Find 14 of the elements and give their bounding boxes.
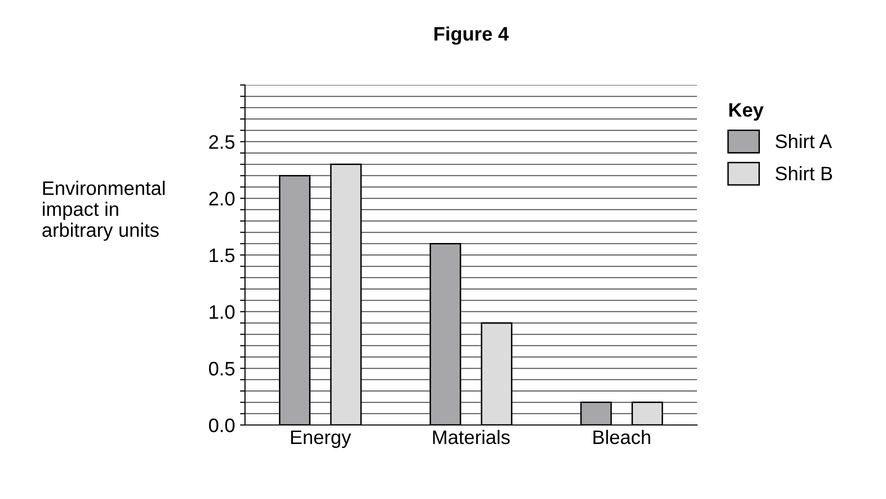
x-tick-label: Materials — [433, 430, 510, 444]
legend-title: Key — [729, 103, 764, 121]
y-axis-title: Environmental impact in arbitrary units — [42, 180, 165, 241]
y-tick-label: 2.5 — [209, 135, 234, 149]
legend-label: Shirt B — [776, 166, 832, 180]
x-tick-label: Bleach — [594, 430, 650, 444]
chart-title: Figure 4 — [434, 26, 509, 45]
y-tick-label: 2.0 — [209, 192, 235, 206]
y-tick-label: 1.0 — [210, 305, 235, 319]
y-tick-label: 1.5 — [210, 248, 234, 262]
y-tick-label: 0.0 — [209, 418, 235, 432]
x-tick-label: Energy — [291, 430, 352, 448]
legend-label: Shirt A — [776, 134, 832, 148]
y-tick-label: 0.5 — [209, 362, 234, 376]
